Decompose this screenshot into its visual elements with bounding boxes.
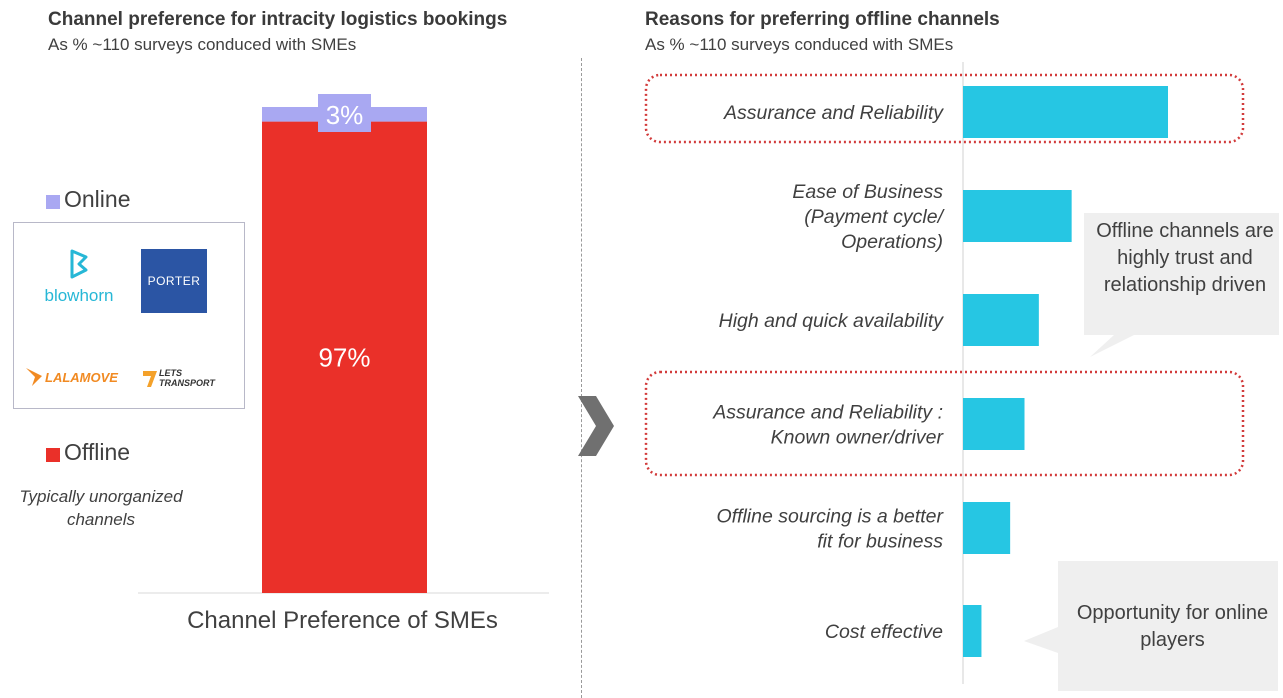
reason-label-5: Offline sourcing is a better fit for busi… [716,506,944,553]
reason-label-3: High and quick availability [719,310,945,332]
reason-bar-2 [963,190,1072,242]
callout-trust-text: Offline channels are highly trust and re… [1096,220,1274,296]
left-chart-subtitle: As % ~110 surveys conduced with SMEs [48,35,357,54]
channel-preference-chart: 97% 3% [138,94,549,594]
highlight-box-2 [644,370,1245,477]
reason-bar-6 [963,605,982,657]
lets-transport-mark-icon [143,371,157,387]
bar-segment-offline [262,121,427,593]
lalamove-logo: LALAMOVE [24,366,129,388]
callout-opportunity-text: Opportunity for online players [1076,602,1269,651]
reason-bar-4 [963,398,1025,450]
online-label-box [318,94,371,132]
reason-label-2: Ease of Business (Payment cycle/Operation… [792,181,945,253]
legend-swatch-online [46,195,60,209]
legend-swatch-offline [46,448,60,462]
bar-label-online: 3% [326,100,364,130]
online-players-logo-box: blowhorn PORTER LALAMOVE LETS TRANSPORT [13,222,245,409]
chevron-right-icon [578,396,614,456]
right-chart-subtitle: As % ~110 surveys conduced with SMEs [645,35,954,54]
reason-bar-5 [963,502,1011,554]
porter-logo: PORTER [141,249,207,313]
lets-transport-logo: LETS TRANSPORT [141,365,215,391]
blowhorn-mark-icon [70,249,88,279]
callout-trust-bubble [1084,213,1279,357]
lalamove-mark-icon [26,368,42,386]
panel-divider [581,58,582,698]
highlight-box-1 [644,73,1245,144]
reason-label-6: Cost effective [825,621,943,643]
callout-opportunity-bubble [1024,561,1278,691]
left-chart-title: Channel preference for intracity logisti… [48,9,508,30]
reason-bar-3 [963,294,1039,346]
reason-label-1: Assurance and Reliability [723,102,944,124]
right-chart-title: Reasons for preferring offline channels [645,9,1000,30]
offline-note: Typically unorganized channels [19,487,183,529]
left-chart-category-label: Channel Preference of SMEs [187,607,498,634]
bar-label-offline: 97% [318,343,370,373]
reason-label-4: Assurance and Reliability : Known owner/d… [712,402,944,449]
legend-label-online: Online [64,186,131,212]
legend-label-offline: Offline [64,439,131,465]
reason-bar-1 [963,86,1168,138]
blowhorn-logo: blowhorn [24,249,134,306]
